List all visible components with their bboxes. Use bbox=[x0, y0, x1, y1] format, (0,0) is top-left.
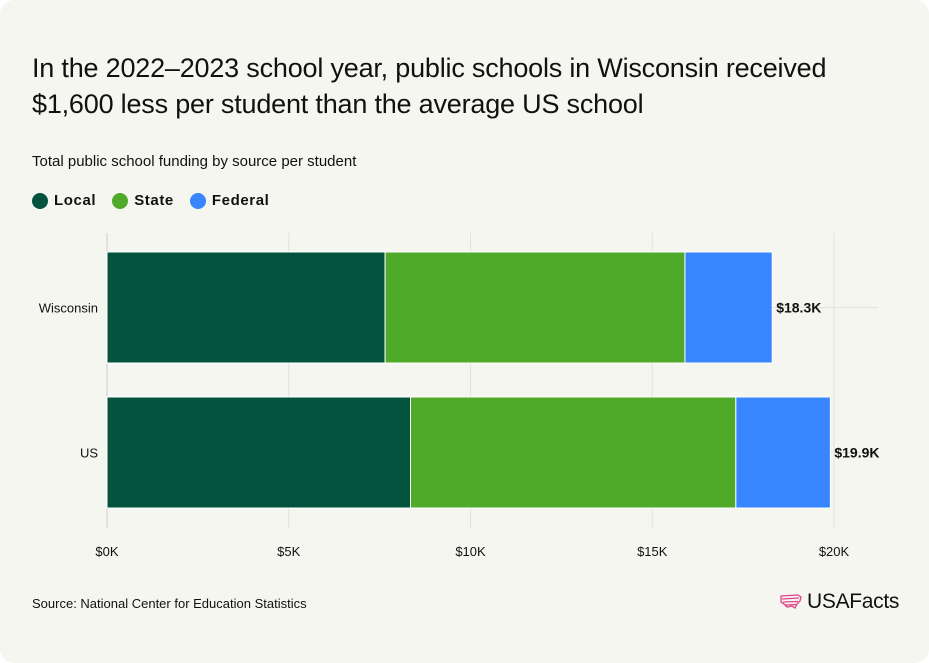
x-tick-label: $10K bbox=[455, 544, 486, 559]
bars bbox=[106, 251, 831, 509]
bar-segment-local bbox=[106, 251, 386, 364]
category-label: Wisconsin bbox=[39, 301, 98, 316]
bar-segment-local bbox=[106, 396, 412, 509]
x-tick-label: $5K bbox=[277, 544, 300, 559]
category-label: US bbox=[80, 446, 98, 461]
source-note: Source: National Center for Education St… bbox=[32, 596, 307, 611]
bar-segment-state bbox=[410, 396, 737, 509]
logo-text: USAFacts bbox=[807, 590, 900, 613]
legend-swatch-local bbox=[32, 192, 48, 209]
bar-segment-federal bbox=[684, 251, 773, 364]
total-label: $18.3K bbox=[776, 300, 821, 316]
legend: Local State Federal bbox=[32, 192, 285, 209]
legend-label-state: State bbox=[134, 192, 174, 209]
total-label: $19.9K bbox=[834, 445, 879, 461]
labels: $0K $5K $10K $15K $20K Wisconsin $18.3K US $19.9… bbox=[39, 300, 880, 560]
x-tick-label: $20K bbox=[819, 544, 850, 559]
usafacts-logo: USAFacts bbox=[779, 590, 899, 614]
chart-title: In the 2022–2023 school year, public sch… bbox=[32, 53, 827, 119]
legend-item-local: Local bbox=[32, 192, 96, 209]
legend-label-local: Local bbox=[54, 192, 97, 209]
x-tick-label: $0K bbox=[95, 544, 118, 559]
bar-segment-state bbox=[384, 251, 686, 364]
us-map-flag-icon bbox=[780, 594, 802, 609]
x-tick-label: $15K bbox=[637, 544, 668, 559]
legend-swatch-federal bbox=[189, 192, 206, 209]
bar-segment-federal bbox=[735, 396, 831, 509]
legend-item-state: State bbox=[112, 192, 174, 209]
legend-swatch-state bbox=[112, 192, 129, 209]
legend-label-federal: Federal bbox=[211, 192, 270, 209]
chart-subtitle: Total public school funding by source pe… bbox=[32, 153, 357, 170]
legend-item-federal: Federal bbox=[189, 192, 270, 209]
